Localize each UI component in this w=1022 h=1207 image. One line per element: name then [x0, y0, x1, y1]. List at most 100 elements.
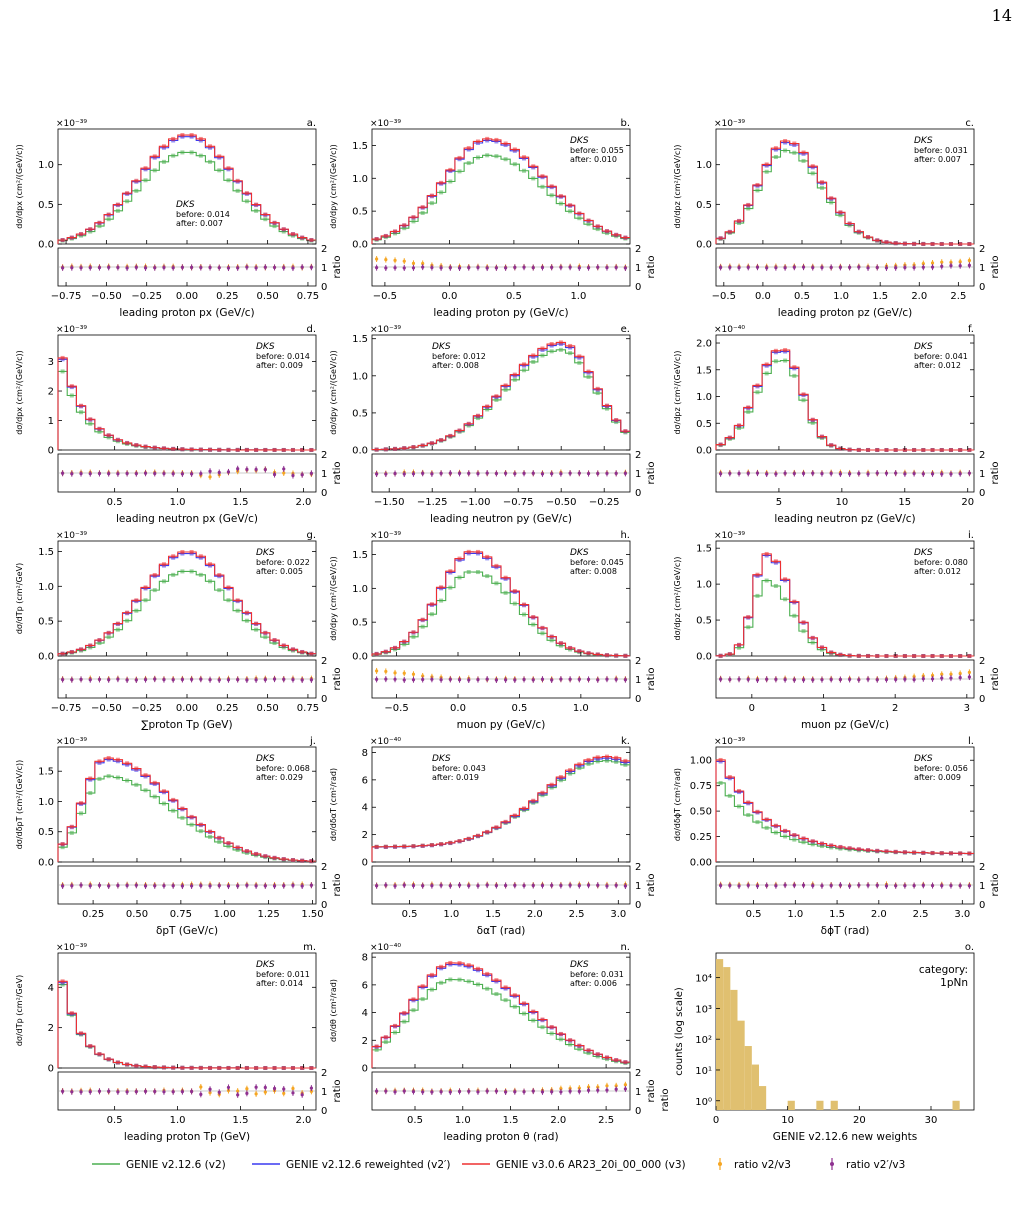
ratio-v2prime-point	[97, 677, 102, 682]
series-point-v3	[448, 960, 453, 965]
ratio-v2prime-point	[375, 884, 379, 888]
y-axis-label: dσ/dδpT (cm²/(GeV/c))	[15, 760, 24, 850]
ratio-v2prime-point	[245, 265, 249, 269]
series-point-v3	[152, 572, 157, 577]
ratio-v2prime-point	[719, 472, 723, 476]
series-point-v3	[773, 823, 778, 828]
ratio-v2prime-point	[125, 678, 129, 682]
series-point-v2	[604, 406, 609, 411]
ratio-v2prime-point	[421, 677, 425, 682]
ks-title: DKS	[914, 136, 933, 146]
ratio-v2prime-point	[476, 265, 480, 270]
series-point-v3	[810, 417, 815, 422]
series-point-v2	[503, 590, 508, 595]
ratio-v2prime-point	[522, 265, 526, 269]
series-point-v2	[448, 179, 453, 184]
series-point-v2	[161, 159, 166, 164]
ratio-v2prime-point	[291, 1091, 295, 1095]
ratio-v2prime-point	[70, 884, 74, 888]
series-point-v3	[856, 847, 861, 852]
ratio-v2prime-point	[811, 265, 815, 270]
ratio-v2-point	[384, 257, 388, 262]
series-line-v2	[371, 154, 630, 244]
ks-after: after: 0.029	[256, 773, 303, 782]
x-tick-label: 0.00	[176, 703, 198, 714]
ratio-v2prime-point	[792, 678, 796, 682]
ratio-v2prime-point	[605, 677, 609, 681]
ratio-v2prime-point	[162, 1090, 166, 1094]
series-point-v2	[727, 793, 732, 798]
legend-item-ratio_v2: ratio v2/v3	[718, 1158, 791, 1171]
series-point-v2	[143, 178, 148, 183]
series-point-v3	[448, 167, 453, 172]
series-point-v2	[152, 588, 157, 593]
hist-bar	[716, 959, 724, 1110]
series-point-v2	[522, 168, 527, 173]
series-point-v3	[783, 828, 788, 833]
series-point-v3	[948, 241, 953, 246]
ratio-tick-label: 2	[979, 244, 985, 255]
ratio-v2-point	[402, 671, 406, 675]
series-line-v2	[371, 978, 630, 1068]
ratio-v2prime-point	[439, 266, 443, 270]
series-point-v3	[402, 446, 407, 451]
ratio-v2prime-point	[116, 472, 120, 476]
series-point-v3	[235, 845, 240, 850]
ratio-v2prime-point	[88, 884, 92, 888]
ratio-v2prime-point	[143, 884, 148, 888]
series-line-v2	[715, 782, 974, 862]
y-tick-label: 1.0	[38, 160, 54, 171]
ratio-v2prime-point	[226, 884, 231, 888]
ratio-v2prime-point	[912, 677, 916, 682]
series-point-v3	[967, 654, 972, 658]
series-point-v2	[106, 217, 111, 222]
ratio-v2prime-point	[894, 471, 898, 475]
x-tick-label: 0.5	[746, 909, 762, 920]
series-point-v3	[281, 447, 286, 452]
ratio-tick-label: 2	[635, 244, 641, 255]
series-point-v2	[558, 643, 563, 648]
series-point-v2	[161, 579, 166, 584]
y-tick-label: 1.5	[38, 767, 54, 778]
main-axes-frame	[57, 746, 317, 863]
series-point-v3	[134, 443, 139, 448]
series-point-v3	[466, 963, 471, 968]
series-point-v2	[810, 842, 815, 847]
series-point-v3	[829, 843, 834, 848]
ratio-v2prime-point	[180, 265, 184, 269]
series-point-v3	[226, 841, 231, 846]
series-point-v3	[244, 447, 249, 452]
ratio-v2prime-point	[550, 265, 554, 269]
series-point-v3	[457, 961, 462, 966]
series-point-v3	[420, 984, 425, 989]
x-tick-label: 10	[781, 1115, 794, 1126]
y-tick-label: 0.50	[690, 807, 712, 818]
ratio-v2prime-point	[958, 884, 962, 888]
ratio-v2prime-point	[457, 266, 462, 270]
ks-before: before: 0.068	[256, 764, 310, 773]
ratio-v2-point	[421, 261, 425, 266]
series-point-v2	[457, 169, 462, 174]
series-point-v3	[244, 1065, 249, 1070]
ratio-tick-label: 0	[635, 1106, 641, 1117]
series-point-v3	[429, 972, 434, 977]
ratio-v2prime-point	[958, 264, 962, 268]
x-tick-label: 2.0	[295, 1115, 311, 1126]
ratio-v2prime-point	[171, 266, 175, 270]
ratio-v2prime-point	[217, 678, 221, 682]
series-point-v3	[595, 386, 600, 391]
series-point-v3	[958, 654, 963, 658]
y-axis-label: dσ/dpy (cm²/(GeV/c))	[329, 144, 338, 229]
series-point-v3	[180, 806, 185, 811]
ratio-tick-label: 1	[635, 881, 641, 892]
ratio-axis-label: ratio	[990, 461, 1001, 484]
series-point-v3	[958, 241, 963, 246]
x-tick-label: 2.0	[871, 909, 887, 920]
ratio-v2prime-point	[263, 678, 267, 682]
x-tick-label: −0.50	[91, 703, 122, 714]
series-point-v2	[134, 608, 139, 613]
ratio-v2prime-point	[811, 471, 815, 475]
series-point-v3	[374, 447, 379, 452]
ratio-v2prime-point	[263, 265, 267, 269]
y-tick-label: 10¹	[695, 1066, 712, 1077]
